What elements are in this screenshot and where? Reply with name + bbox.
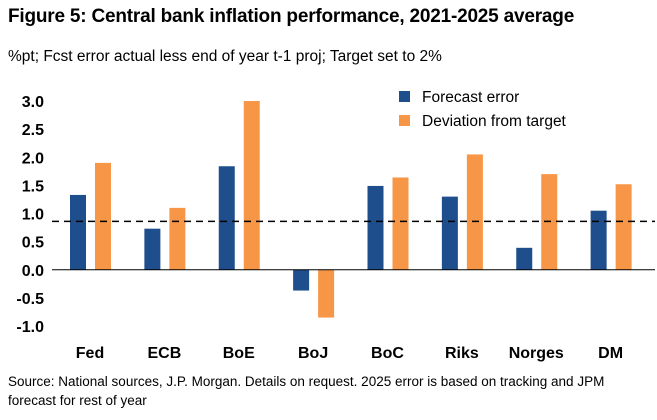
bar-forecast-error-boj bbox=[293, 269, 310, 291]
bar-deviation-from-target-fed bbox=[95, 162, 111, 270]
legend-swatch bbox=[399, 91, 410, 102]
bar-forecast-error-ecb bbox=[144, 228, 161, 270]
bar-forecast-error-norges bbox=[516, 247, 533, 270]
x-axis-labels: Fed ECB BoE BoJ BoC Riks Norges DM bbox=[76, 345, 623, 362]
bar-deviation-from-target-boj bbox=[318, 269, 335, 318]
bar-deviation-from-target-boc bbox=[392, 177, 409, 270]
legend-swatch bbox=[399, 115, 410, 126]
x-category-label: Fed bbox=[76, 345, 104, 362]
chart-title: Figure 5: Central bank inflation perform… bbox=[8, 6, 575, 27]
chart-subtitle: %pt; Fcst error actual less end of year … bbox=[8, 48, 442, 65]
y-tick-label: -0.5 bbox=[16, 291, 44, 308]
bar-forecast-error-dm bbox=[590, 210, 607, 270]
bar-deviation-from-target-dm bbox=[615, 184, 632, 270]
bar-deviation-from-target-ecb bbox=[169, 207, 186, 270]
y-tick-label: 0.5 bbox=[22, 235, 44, 252]
y-tick-label: 0.0 bbox=[22, 263, 44, 280]
bar-chart: 3.0 2.5 2.0 1.5 1.0 0.5 0.0 -0.5 -1.0 Fed ECB BoE B… bbox=[16, 89, 655, 362]
x-category-label: BoJ bbox=[298, 345, 328, 362]
bar-forecast-error-boc bbox=[367, 185, 384, 270]
x-category-label: Riks bbox=[445, 345, 479, 362]
x-category-label: Norges bbox=[509, 345, 564, 362]
bar-deviation-from-target-boe bbox=[243, 101, 260, 270]
y-tick-label: 1.0 bbox=[22, 207, 44, 224]
bars bbox=[70, 101, 632, 318]
bar-forecast-error-riks bbox=[441, 196, 458, 270]
bar-deviation-from-target-riks bbox=[466, 154, 483, 270]
y-axis-ticks: 3.0 2.5 2.0 1.5 1.0 0.5 0.0 -0.5 -1.0 bbox=[16, 94, 44, 336]
legend: Forecast error Deviation from target bbox=[399, 89, 567, 130]
x-category-label: BoE bbox=[223, 345, 255, 362]
x-category-label: ECB bbox=[147, 345, 181, 362]
source-note: Source: National sources, J.P. Morgan. D… bbox=[8, 374, 605, 408]
y-tick-label: -1.0 bbox=[16, 319, 44, 336]
bar-forecast-error-boe bbox=[218, 166, 235, 270]
x-category-label: BoC bbox=[371, 345, 404, 362]
y-tick-label: 2.5 bbox=[22, 122, 44, 139]
y-tick-label: 2.0 bbox=[22, 150, 44, 167]
legend-label: Deviation from target bbox=[422, 113, 567, 130]
legend-label: Forecast error bbox=[422, 89, 519, 106]
y-tick-label: 3.0 bbox=[22, 94, 44, 111]
x-category-label: DM bbox=[598, 345, 623, 362]
bar-forecast-error-fed bbox=[70, 194, 86, 270]
y-tick-label: 1.5 bbox=[22, 178, 44, 195]
